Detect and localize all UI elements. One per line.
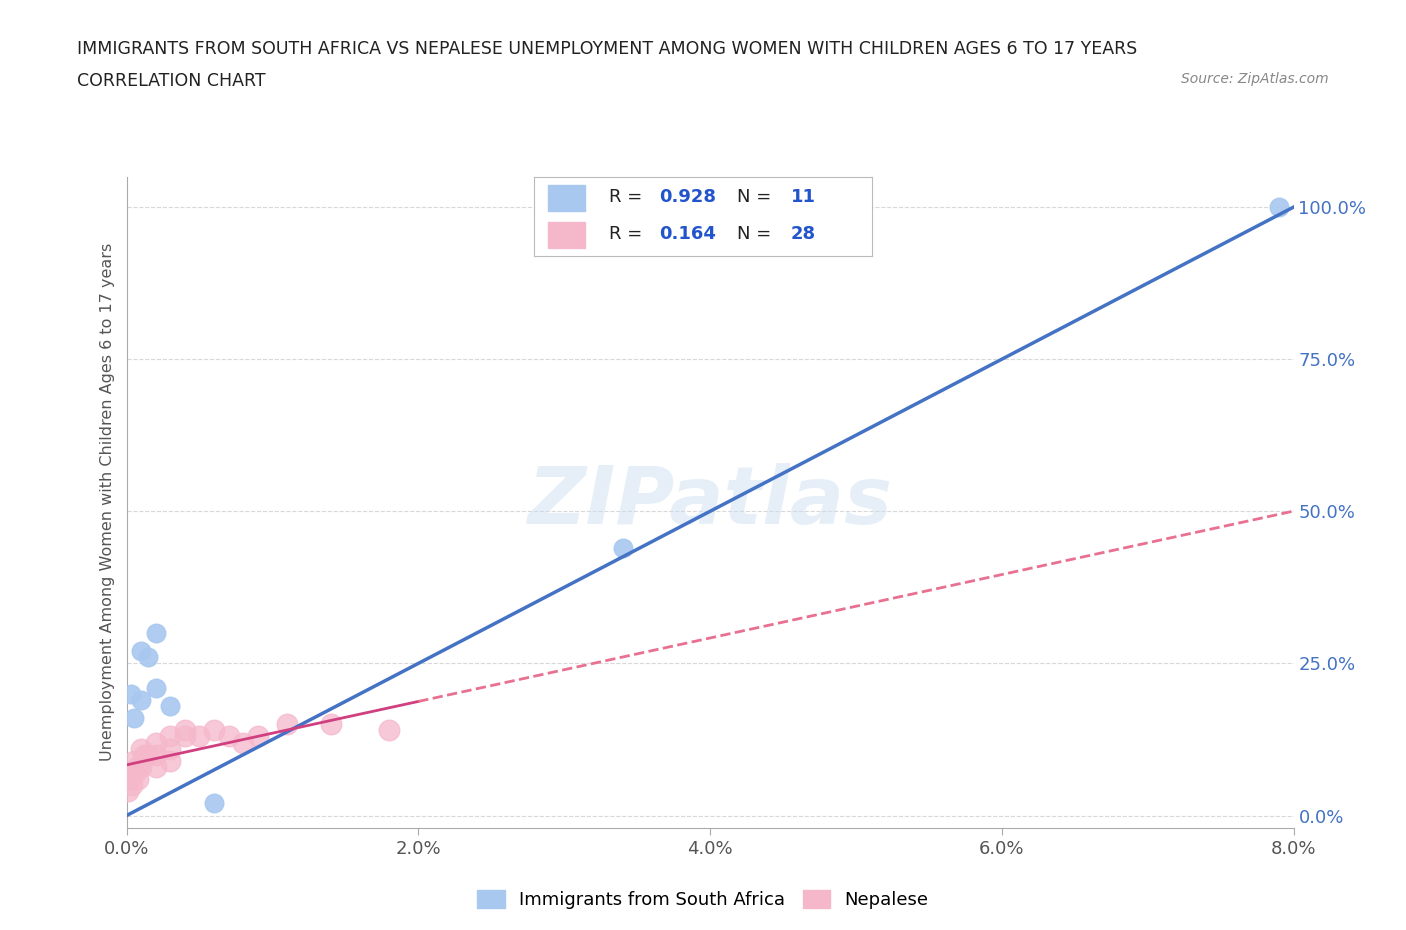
Point bbox=[145, 760, 167, 775]
Text: IMMIGRANTS FROM SOUTH AFRICA VS NEPALESE UNEMPLOYMENT AMONG WOMEN WITH CHILDREN : IMMIGRANTS FROM SOUTH AFRICA VS NEPALESE… bbox=[77, 40, 1137, 58]
Point bbox=[276, 717, 298, 732]
Y-axis label: Unemployment Among Women with Children Ages 6 to 17 years: Unemployment Among Women with Children A… bbox=[100, 243, 115, 762]
Point bbox=[188, 729, 211, 744]
Text: R =: R = bbox=[609, 188, 641, 206]
Point bbox=[145, 681, 167, 696]
Point bbox=[120, 765, 142, 780]
Point bbox=[145, 626, 167, 641]
Text: R =: R = bbox=[609, 225, 641, 244]
Point bbox=[218, 729, 240, 744]
Point bbox=[122, 711, 145, 725]
Point bbox=[121, 777, 143, 792]
FancyBboxPatch shape bbox=[548, 221, 585, 248]
Point bbox=[612, 540, 634, 555]
Point bbox=[202, 796, 225, 811]
Point bbox=[120, 686, 142, 701]
Text: 28: 28 bbox=[790, 225, 815, 244]
Point bbox=[159, 698, 181, 713]
Point bbox=[129, 741, 152, 756]
Point bbox=[378, 723, 401, 737]
Point bbox=[129, 693, 152, 708]
Point bbox=[127, 772, 149, 787]
Point bbox=[159, 753, 181, 768]
Point bbox=[145, 735, 167, 750]
Point bbox=[159, 729, 181, 744]
Legend: Immigrants from South Africa, Nepalese: Immigrants from South Africa, Nepalese bbox=[470, 883, 936, 916]
Point bbox=[202, 723, 225, 737]
Point bbox=[232, 735, 254, 750]
Point bbox=[174, 729, 197, 744]
Point bbox=[246, 729, 269, 744]
Point bbox=[129, 644, 152, 658]
FancyBboxPatch shape bbox=[548, 184, 585, 211]
Point bbox=[125, 760, 148, 775]
Text: Source: ZipAtlas.com: Source: ZipAtlas.com bbox=[1181, 72, 1329, 86]
Text: CORRELATION CHART: CORRELATION CHART bbox=[77, 72, 266, 89]
Text: N =: N = bbox=[737, 188, 770, 206]
Text: ZIPatlas: ZIPatlas bbox=[527, 463, 893, 541]
Text: 11: 11 bbox=[790, 188, 815, 206]
Point bbox=[118, 772, 141, 787]
Point bbox=[132, 747, 155, 762]
Point bbox=[1268, 200, 1291, 215]
Point bbox=[145, 747, 167, 762]
Point bbox=[174, 723, 197, 737]
Point bbox=[117, 784, 139, 799]
Point bbox=[319, 717, 342, 732]
Text: N =: N = bbox=[737, 225, 770, 244]
Point bbox=[138, 650, 160, 665]
Text: 0.164: 0.164 bbox=[659, 225, 716, 244]
Point bbox=[159, 741, 181, 756]
Point bbox=[122, 753, 145, 768]
Point bbox=[138, 747, 160, 762]
Text: 0.928: 0.928 bbox=[659, 188, 716, 206]
Point bbox=[129, 760, 152, 775]
Point bbox=[124, 765, 146, 780]
